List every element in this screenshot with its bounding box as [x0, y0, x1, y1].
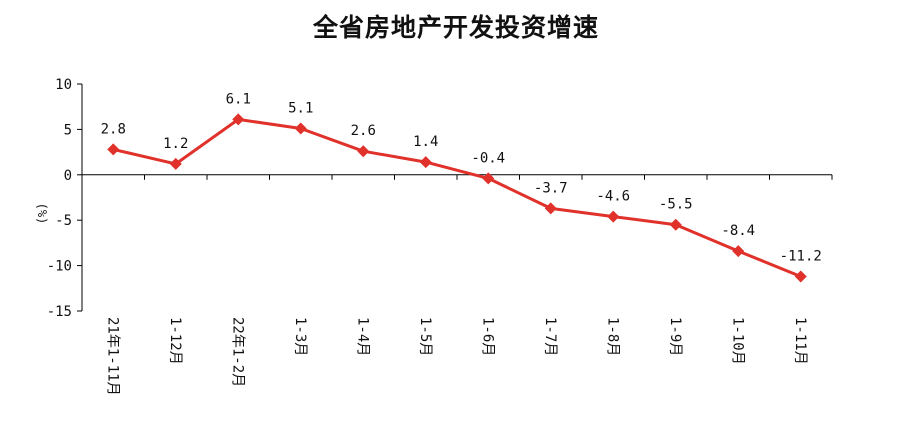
x-tick-label: 21年1-11月: [104, 317, 120, 396]
data-point: [732, 245, 745, 258]
data-point: [607, 210, 620, 223]
data-label: 2.6: [351, 123, 376, 139]
data-label: -8.4: [721, 223, 755, 239]
y-axis-title: (%): [35, 203, 49, 225]
data-point: [794, 270, 807, 283]
data-label: -0.4: [471, 150, 505, 166]
data-label: 5.1: [288, 100, 313, 116]
data-label: -4.6: [596, 189, 630, 205]
x-tick-label: 1-4月: [354, 317, 370, 356]
chart-title: 全省房地产开发投资增速: [312, 13, 599, 42]
x-tick-label: 1-11月: [792, 317, 808, 365]
series-line: [112, 117, 802, 278]
data-label: -5.5: [659, 197, 693, 213]
y-tick-label: -10: [47, 259, 72, 275]
x-tick-label: 1-10月: [729, 317, 745, 365]
x-tick-label: 1-7月: [542, 317, 558, 356]
data-label: 1.2: [163, 136, 188, 152]
data-point: [294, 122, 307, 135]
data-point: [669, 218, 682, 231]
data-label: 2.8: [101, 121, 126, 137]
data-point: [107, 143, 120, 156]
x-tick-label: 1-9月: [667, 317, 683, 356]
x-tick-label: 22年1-2月: [229, 317, 245, 387]
data-point: [482, 172, 495, 185]
data-label: -3.7: [534, 180, 568, 196]
y-tick-label: -5: [55, 213, 72, 229]
data-label: -11.2: [780, 248, 822, 264]
x-tick-label: 1-5月: [417, 317, 433, 356]
y-tick-label: 0: [64, 168, 72, 184]
x-tick-label: 1-12月: [167, 317, 183, 365]
data-label: 6.1: [226, 91, 251, 107]
y-tick-label: 5: [64, 122, 72, 138]
data-label: 1.4: [413, 134, 438, 150]
data-point: [419, 156, 432, 169]
data-point: [357, 145, 370, 158]
x-tick-label: 1-3月: [292, 317, 308, 356]
y-tick-label: -15: [47, 304, 72, 320]
y-tick-label: 10: [55, 77, 72, 93]
x-tick-label: 1-8月: [604, 317, 620, 356]
x-tick-label: 1-6月: [479, 317, 495, 356]
data-point: [544, 202, 557, 215]
data-point: [232, 113, 245, 126]
data-point: [169, 157, 182, 170]
